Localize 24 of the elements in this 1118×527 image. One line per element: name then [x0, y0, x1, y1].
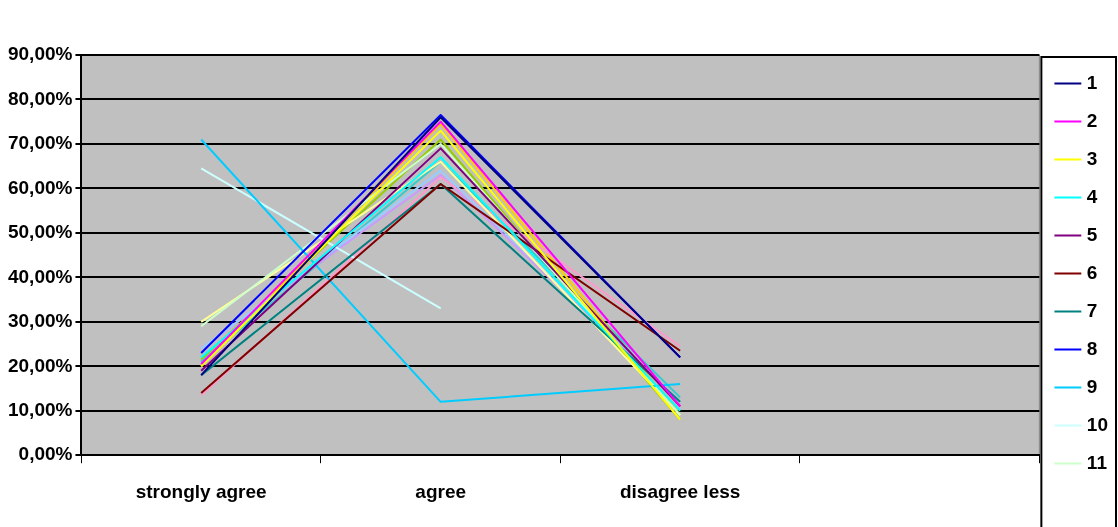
legend-label: 4: [1086, 185, 1098, 207]
y-tick-label: 40,00%: [7, 265, 73, 287]
legend-label: 8: [1086, 337, 1098, 359]
legend-label: 1: [1086, 71, 1098, 93]
y-tick-label: 30,00%: [7, 310, 73, 332]
y-tick-label: 0,00%: [18, 443, 73, 465]
legend-label: 10: [1086, 413, 1109, 435]
y-tick-label: 10,00%: [7, 398, 73, 420]
y-tick-label: 20,00%: [7, 354, 73, 376]
legend-label: 2: [1086, 109, 1098, 131]
y-tick-label: 80,00%: [7, 87, 73, 109]
y-tick-label: 70,00%: [7, 132, 73, 154]
y-tick-label: 50,00%: [7, 221, 73, 243]
legend-label: 11: [1086, 451, 1108, 473]
legend-label: 5: [1086, 223, 1098, 245]
legend-label: 3: [1086, 147, 1098, 169]
x-tick-label: strongly agree: [135, 480, 267, 502]
y-tick-label: 60,00%: [7, 176, 73, 198]
legend-label: 9: [1086, 375, 1098, 397]
legend-label: 7: [1086, 299, 1098, 321]
legend-label: 6: [1086, 261, 1098, 283]
x-tick-label: disagree less: [619, 480, 741, 502]
x-tick-label: agree: [415, 480, 467, 502]
y-tick-label: 90,00%: [7, 43, 73, 65]
